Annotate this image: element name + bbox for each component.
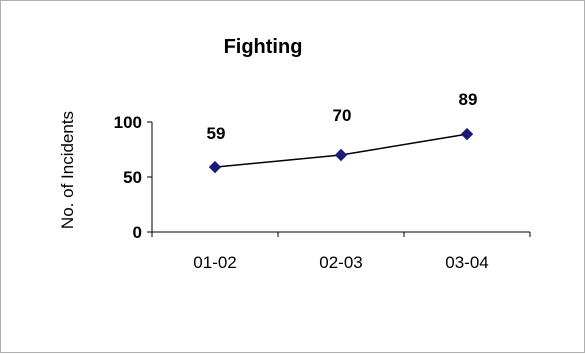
data-label: 59 (207, 124, 226, 143)
data-point-marker (460, 127, 474, 141)
x-tick-label: 02-03 (319, 253, 362, 272)
data-label: 89 (459, 90, 478, 109)
y-tick-label: 50 (123, 168, 142, 187)
y-axis-label: No. of Incidents (58, 111, 77, 229)
x-tick-label: 03-04 (445, 253, 488, 272)
y-tick-label: 0 (133, 223, 142, 242)
data-point-marker (208, 160, 222, 174)
data-point-marker (334, 148, 348, 162)
y-tick-label: 100 (114, 113, 142, 132)
data-labels: 59 70 89 (207, 90, 478, 143)
series-group (208, 127, 474, 174)
x-tick-label: 01-02 (193, 253, 236, 272)
chart-title: Fighting (224, 36, 303, 58)
x-axis-ticks: 01-02 02-03 03-04 (151, 232, 531, 272)
y-axis-ticks: 0 50 100 (114, 113, 152, 242)
data-label: 70 (333, 106, 352, 125)
